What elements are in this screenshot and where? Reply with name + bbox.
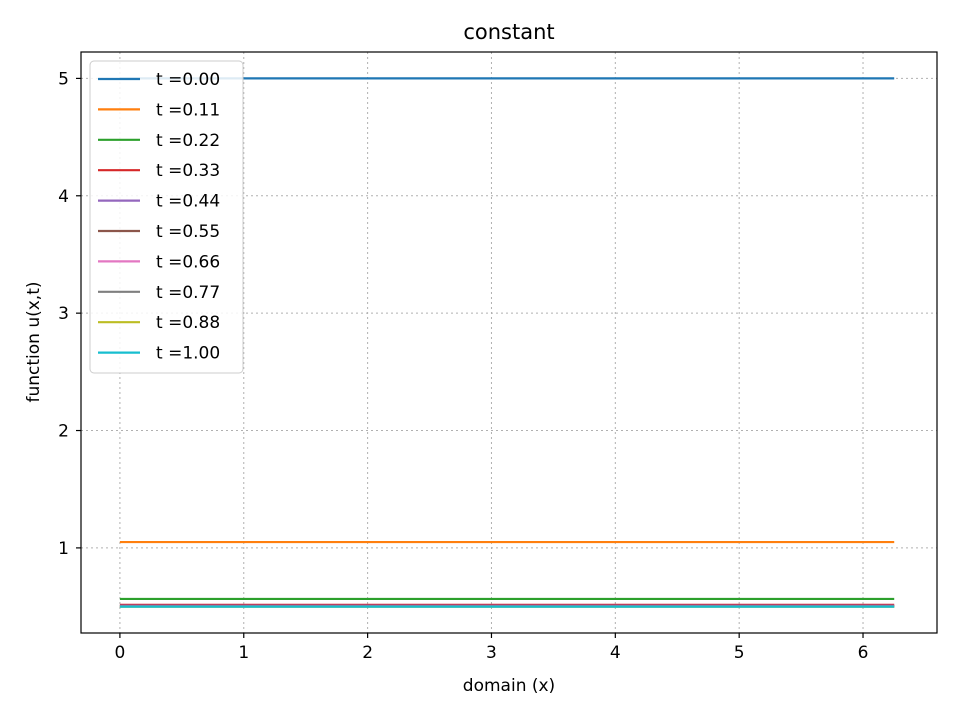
y-tick-label: 5 [58, 69, 69, 89]
legend: t =0.00 t =0.11 t =0.22 t =0.33 t =0.44 t =0.… [89, 60, 244, 374]
legend-entry-label: t =0.00 [156, 70, 220, 90]
y-tick-label: 3 [58, 304, 69, 324]
x-tick-label: 4 [610, 643, 621, 663]
legend-entry-label: t =0.77 [156, 283, 220, 303]
x-tick-label: 0 [115, 643, 126, 663]
legend-entry-label: t =0.66 [156, 252, 220, 272]
series-lines [119, 77, 895, 608]
x-tick-label: 3 [486, 643, 497, 663]
y-tick-label: 1 [58, 539, 69, 559]
legend-entry-label: t =0.44 [156, 192, 220, 212]
x-axis-label: domain (x) [463, 676, 555, 696]
legend-entry-label: t =0.88 [156, 313, 220, 333]
x-tick-label: 5 [734, 643, 745, 663]
x-tick-label: 1 [238, 643, 249, 663]
chart-title: constant [463, 20, 554, 44]
plot-frame [80, 51, 938, 634]
x-tick-label: 6 [858, 643, 869, 663]
legend-entry-label: t =0.11 [156, 100, 220, 120]
y-tick-label: 2 [58, 422, 69, 442]
legend-entry-label: t =1.00 [156, 344, 220, 364]
x-tick-label: 2 [362, 643, 373, 663]
y-axis-label: function u(x,t) [24, 281, 44, 402]
legend-entry-label: t =0.22 [156, 131, 220, 151]
legend-entry-label: t =0.55 [156, 222, 220, 242]
y-tick-label: 4 [58, 187, 69, 207]
grid [81, 52, 937, 633]
axis-ticks: 0 1 2 3 4 5 6 1 2 3 4 5 [58, 69, 868, 663]
legend-entry-label: t =0.33 [156, 161, 220, 181]
